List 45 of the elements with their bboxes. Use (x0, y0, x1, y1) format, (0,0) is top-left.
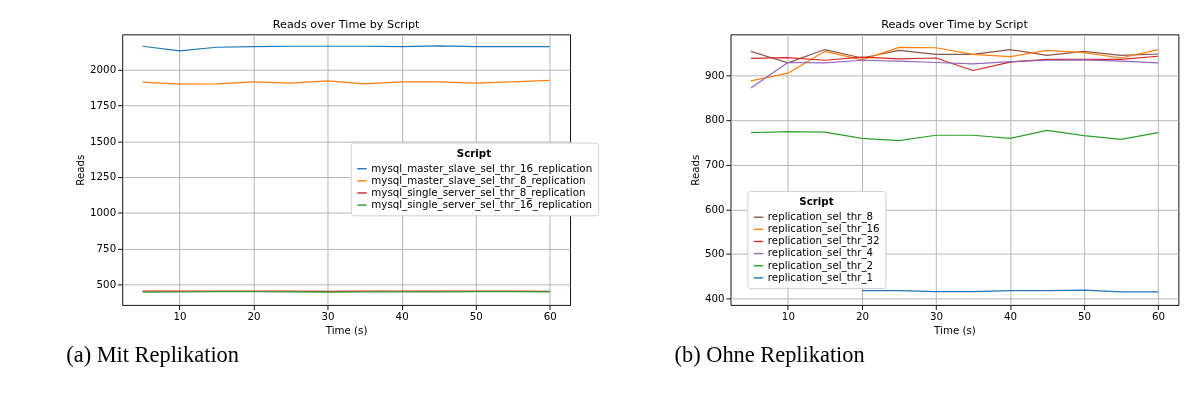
x-tick-label: 20 (855, 310, 869, 323)
y-tick-label: 500 (704, 247, 725, 260)
x-tick-label: 50 (1077, 310, 1092, 323)
y-tick-label: 800 (704, 113, 725, 126)
y-tick-label: 500 (96, 277, 117, 290)
x-tick-label: 10 (781, 310, 795, 323)
legend-title: Script (456, 146, 492, 159)
chart-title: Reads over Time by Script (881, 17, 1029, 31)
x-tick-label: 60 (1151, 310, 1166, 323)
y-tick-label: 600 (704, 202, 725, 215)
y-axis-title: Reads (74, 154, 87, 186)
legend-label: mysql_master_slave_sel_thr_16_replication (371, 161, 593, 175)
y-tick-label: 750 (96, 242, 117, 255)
x-tick-label: 30 (929, 310, 943, 323)
x-tick-label: 10 (173, 310, 187, 323)
y-tick-label: 1750 (90, 98, 117, 111)
legend-label: replication_sel_thr_8 (767, 210, 874, 224)
x-axis-title: Time (s) (324, 324, 368, 337)
legend-label: replication_sel_thr_32 (767, 234, 880, 248)
chart-title: Reads over Time by Script (272, 17, 421, 31)
y-axis-title: Reads (689, 154, 702, 186)
y-tick-label: 2000 (90, 62, 117, 75)
x-tick-label: 60 (543, 310, 557, 323)
x-axis-title: Time (s) (933, 324, 976, 337)
legend-label: mysql_single_server_sel_thr_8_replication (371, 185, 586, 199)
y-tick-label: 1250 (90, 170, 117, 183)
legend-title: Script (799, 195, 834, 208)
y-tick-label: 700 (704, 158, 725, 170)
legend-label: mysql_master_slave_sel_thr_8_replication (371, 173, 586, 187)
y-tick-label: 1500 (90, 134, 117, 147)
legend-label: replication_sel_thr_16 (767, 222, 880, 236)
text: (a) Mit Replikation (66, 341, 240, 367)
x-tick-label: 20 (247, 310, 261, 323)
legend-label: replication_sel_thr_1 (767, 270, 874, 284)
legend-label: replication_sel_thr_4 (767, 246, 874, 260)
y-tick-label: 900 (704, 68, 725, 81)
x-tick-label: 30 (321, 310, 335, 323)
legend-label: mysql_single_server_sel_thr_16_replication (371, 197, 592, 211)
x-tick-label: 40 (1003, 310, 1017, 323)
y-tick-label: 400 (704, 291, 725, 304)
x-tick-label: 40 (395, 310, 409, 323)
text: (b) Ohne Replikation (674, 341, 865, 367)
legend-label: replication_sel_thr_2 (767, 258, 874, 272)
x-tick-label: 50 (469, 310, 483, 323)
y-tick-label: 1000 (90, 206, 117, 219)
